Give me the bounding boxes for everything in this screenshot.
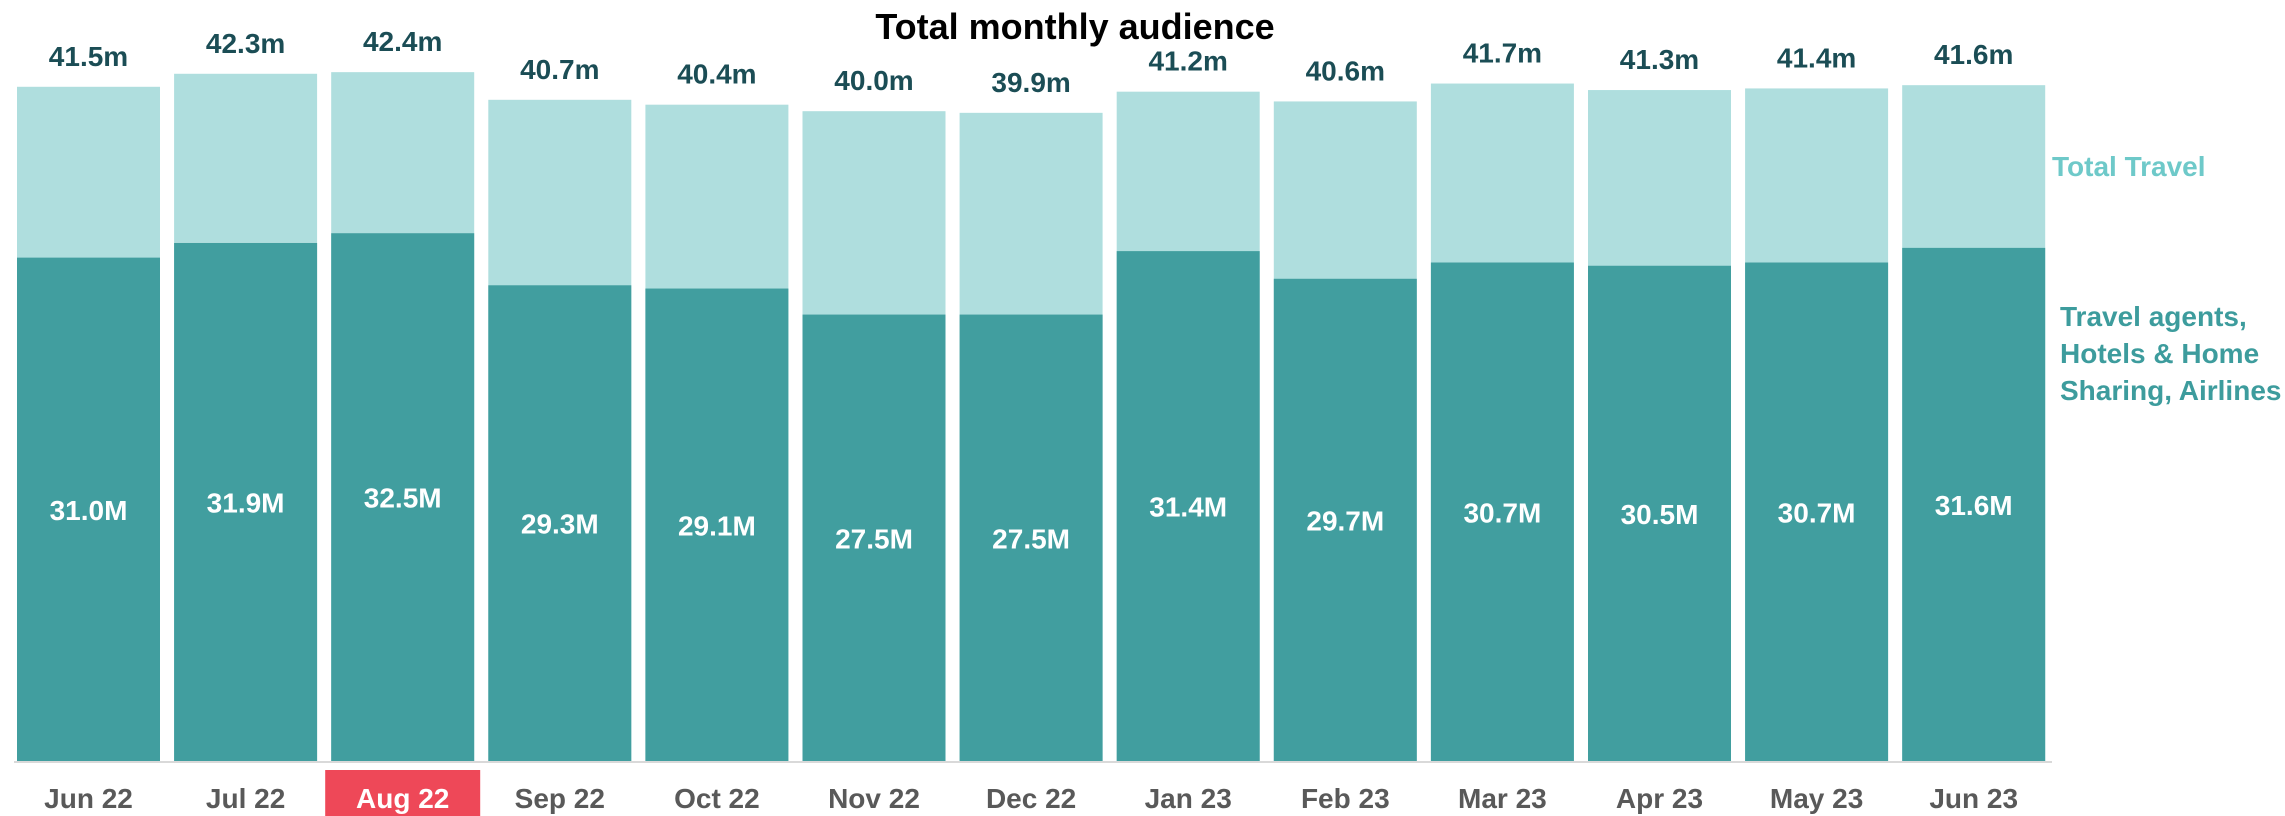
data-label-total: 42.4m: [363, 26, 442, 57]
bar-travel-agents-segment: [488, 285, 632, 762]
legend-line: Hotels & Home: [2060, 338, 2259, 369]
data-label-segment: 30.7M: [1463, 497, 1541, 528]
data-label-segment: 29.1M: [678, 510, 756, 541]
data-label-total: 42.3m: [206, 28, 285, 59]
data-label-segment: 27.5M: [835, 523, 913, 554]
data-label-segment: 31.4M: [1149, 492, 1227, 523]
data-label-segment: 31.9M: [207, 487, 285, 518]
x-tick-label: Nov 22: [828, 783, 920, 814]
bar-travel-agents-segment: [802, 314, 946, 762]
legend-total-travel: Total Travel: [2052, 151, 2206, 182]
data-label-total: 41.2m: [1148, 46, 1227, 77]
data-label-segment: 27.5M: [992, 523, 1070, 554]
x-axis: Jun 22 Jul 22 Aug 22 Sep 22 Oct 22 Nov 22 Dec …: [14, 761, 2052, 816]
x-tick-label: Feb 23: [1301, 783, 1390, 814]
x-tick-label: Apr 23: [1616, 783, 1703, 814]
x-tick-label: Oct 22: [674, 783, 760, 814]
x-tick-label: Aug 22: [356, 783, 449, 814]
data-label-total: 40.0m: [834, 65, 913, 96]
data-label-segment: 31.0M: [50, 495, 128, 526]
legend-line: Travel agents,: [2060, 301, 2247, 332]
bar-travel-agents-segment: [1116, 251, 1260, 762]
legend-line: Sharing, Airlines: [2060, 375, 2281, 406]
x-tick-label: May 23: [1770, 783, 1863, 814]
data-label-total: 41.4m: [1777, 42, 1856, 73]
legend: Total Travel Travel agents, Hotels & Home S…: [2052, 151, 2281, 406]
x-tick-label: Sep 22: [515, 783, 605, 814]
x-tick-label: Dec 22: [986, 783, 1076, 814]
data-label-total: 40.6m: [1306, 55, 1385, 86]
labels-layer: 41.5m 31.0M 42.3m 31.9M 42.4m 32.5M 40.7m 29.3M…: [49, 26, 2014, 554]
data-label-segment: 30.7M: [1778, 497, 1856, 528]
data-label-segment: 29.7M: [1306, 505, 1384, 536]
bar-travel-agents-segment: [645, 288, 789, 762]
bar-travel-agents-segment: [1902, 247, 2046, 763]
chart-title: Total monthly audience: [875, 6, 1275, 47]
bar-travel-agents-segment: [331, 233, 475, 763]
data-label-segment: 29.3M: [521, 509, 599, 540]
data-label-segment: 31.6M: [1935, 490, 2013, 521]
bar-travel-agents-segment: [1430, 262, 1574, 762]
x-tick-label: Mar 23: [1458, 783, 1547, 814]
x-tick-label: Jul 22: [206, 783, 285, 814]
bar-travel-agents-segment: [1273, 278, 1417, 762]
data-label-total: 41.7m: [1463, 38, 1542, 69]
bar-travel-agents-segment: [174, 242, 318, 762]
data-label-total: 39.9m: [991, 67, 1070, 98]
bar-travel-agents-segment: [959, 314, 1103, 762]
highlighted-tick-background: [325, 770, 481, 816]
bar-travel-agents-segment: [1745, 262, 1889, 762]
data-label-segment: 32.5M: [364, 483, 442, 514]
data-label-total: 41.3m: [1620, 44, 1699, 75]
x-tick-label: Jun 23: [1929, 783, 2018, 814]
data-label-total: 41.6m: [1934, 39, 2013, 70]
data-label-total: 40.4m: [677, 59, 756, 90]
bar-travel-agents-segment: [1588, 265, 1731, 762]
bars-layer: [17, 72, 2046, 763]
data-label-segment: 30.5M: [1621, 499, 1699, 530]
data-label-total: 41.5m: [49, 41, 128, 72]
x-tick-label: Jan 23: [1145, 783, 1232, 814]
bar-travel-agents-segment: [17, 257, 160, 762]
data-label-total: 40.7m: [520, 54, 599, 85]
x-tick-label: Jun 22: [44, 783, 133, 814]
legend-travel-agents-hotels-airlines: Travel agents, Hotels & Home Sharing, Airl…: [2060, 301, 2281, 406]
